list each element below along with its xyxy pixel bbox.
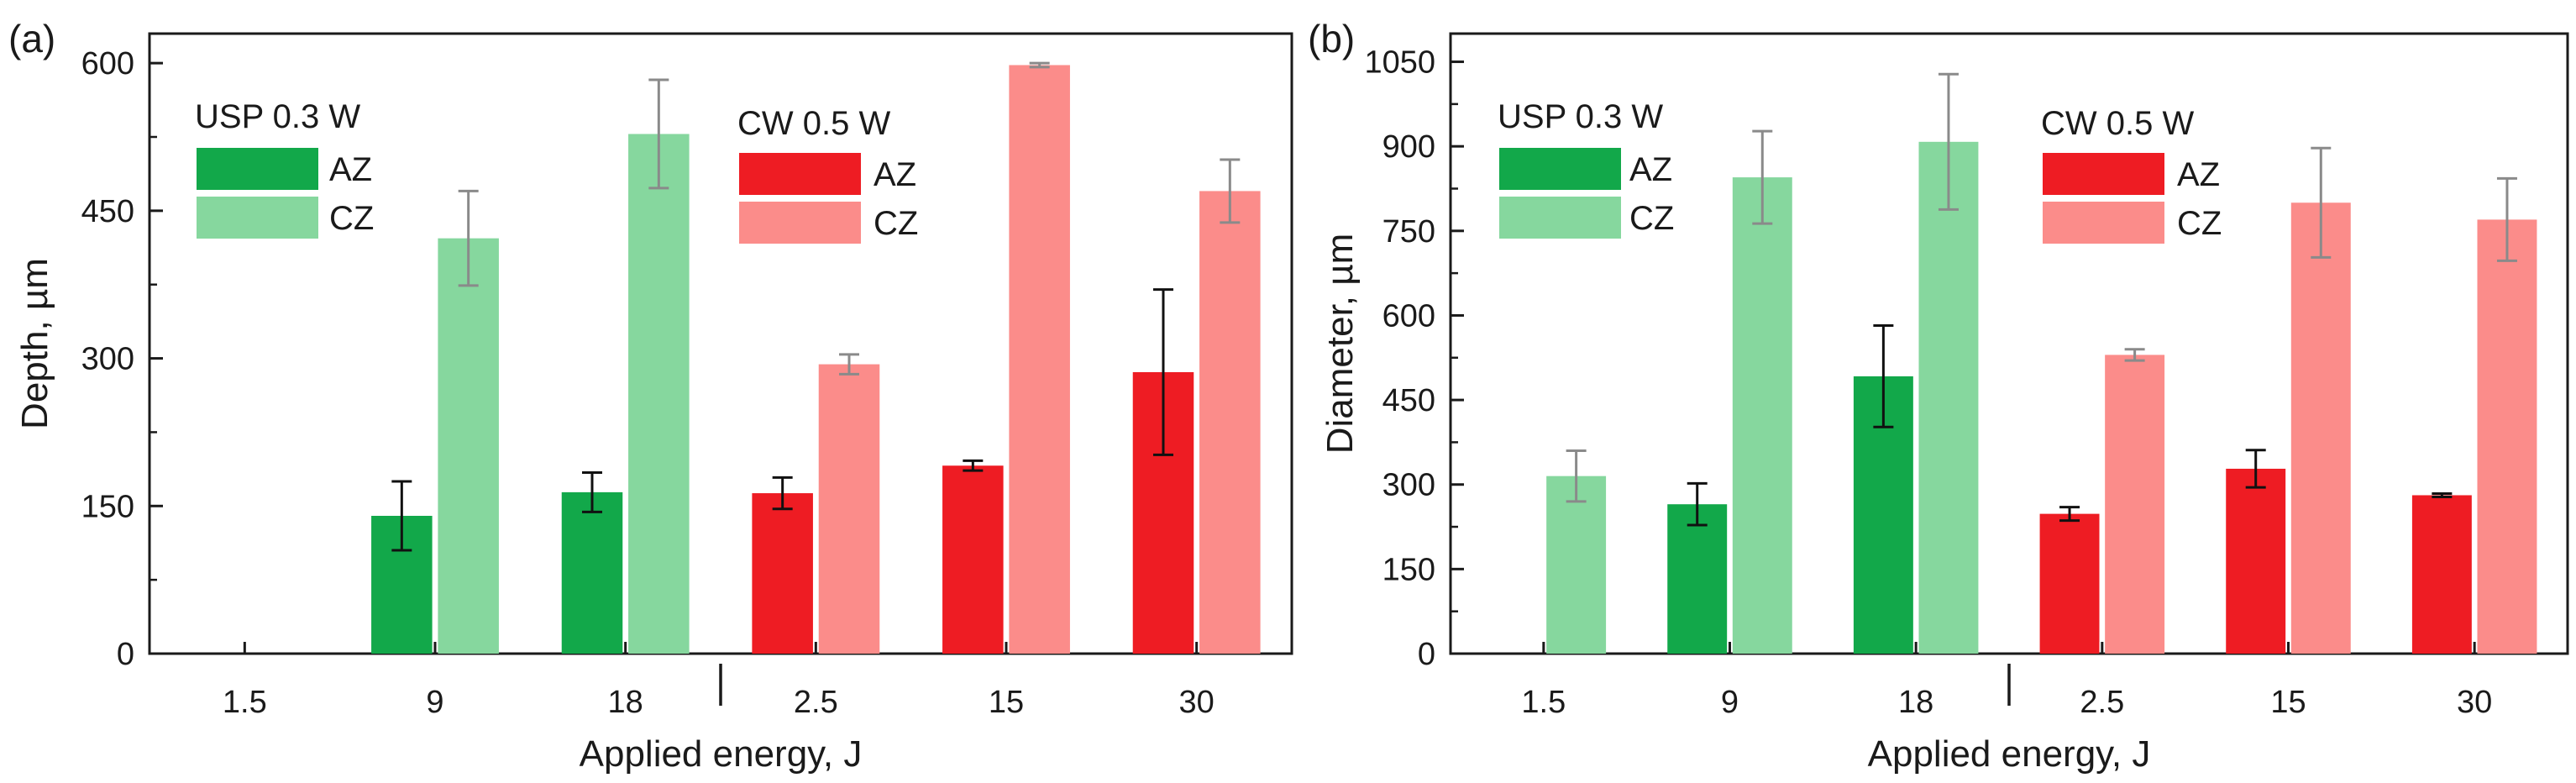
bar-usp-cz-1_5 xyxy=(1546,476,1607,654)
bar-cw-cz-30 xyxy=(1199,191,1261,654)
error-bar-usp-az-9 xyxy=(391,480,412,552)
bar-cw-az-15 xyxy=(2226,468,2286,654)
y-axis-title: Diameter, µm xyxy=(1319,234,1361,455)
plot-frame xyxy=(1449,32,2569,655)
bar-cw-cz-15 xyxy=(1009,65,1070,654)
legend-label-cz: CZ xyxy=(874,205,918,242)
error-bar-usp-cz-9 xyxy=(1752,129,1773,225)
error-bar-cw-cz-2_5 xyxy=(839,353,859,376)
x-axis-title: Applied energy, J xyxy=(1868,733,2151,775)
legend-label-az: AZ xyxy=(1629,151,1672,188)
x-axis-title: Applied energy, J xyxy=(580,733,863,775)
legend-label-cz: CZ xyxy=(2177,205,2222,242)
legend-label-az: AZ xyxy=(2177,156,2220,193)
legend-title: USP 0.3 W xyxy=(1498,98,1663,135)
bar-usp-cz-18 xyxy=(628,134,690,654)
error-bar-cw-az-15 xyxy=(2245,449,2266,489)
x-tick-label: 30 xyxy=(1179,685,1215,720)
error-bar-cw-az-2_5 xyxy=(2059,506,2080,523)
legend-label-cz: CZ xyxy=(1629,200,1674,237)
legend-swatch-cz xyxy=(1499,197,1621,239)
y-tick-label: 750 xyxy=(1382,214,1435,250)
bar-cw-az-15 xyxy=(942,465,1004,654)
bar-cw-az-2_5 xyxy=(752,493,813,654)
legend-label-az: AZ xyxy=(874,156,916,193)
error-bar-usp-az-18 xyxy=(1873,324,1894,428)
error-bar-cw-az-30 xyxy=(2432,491,2453,498)
legend-swatch-cz xyxy=(739,202,861,244)
error-bar-cw-cz-2_5 xyxy=(2124,348,2145,362)
legend-swatch-cz xyxy=(197,197,318,239)
bar-usp-cz-9 xyxy=(1732,177,1792,654)
y-tick-label: 1050 xyxy=(1364,45,1435,81)
bar-cw-cz-2_5 xyxy=(818,364,880,654)
legend-label-az: AZ xyxy=(329,151,372,188)
x-tick-label: 2.5 xyxy=(794,685,838,720)
legend-title: USP 0.3 W xyxy=(195,98,360,135)
x-tick-label: 1.5 xyxy=(223,685,267,720)
legend-swatch-az xyxy=(2043,153,2164,195)
error-bar-cw-cz-30 xyxy=(1220,158,1241,224)
panel-label: (b) xyxy=(1308,17,1355,60)
x-tick-label: 15 xyxy=(989,685,1024,720)
x-tick-label: 15 xyxy=(2270,685,2306,720)
bar-cw-cz-2_5 xyxy=(2105,355,2165,654)
y-tick-label: 0 xyxy=(117,637,134,672)
x-tick-label: 18 xyxy=(608,685,643,720)
error-bar-usp-az-18 xyxy=(582,470,602,513)
legend-label-cz: CZ xyxy=(329,200,374,237)
legend-title: CW 0.5 W xyxy=(2041,105,2194,142)
bar-cw-cz-15 xyxy=(2290,202,2351,654)
plot-frame xyxy=(148,32,1293,655)
chart-panel-b: (b) 0 150 300 450 600 750 900 1050 1.5 9 18 2.5 15 30 A… xyxy=(1308,17,2569,775)
y-tick-label: 450 xyxy=(81,194,134,229)
error-bar-usp-cz-9 xyxy=(458,189,479,287)
legend-title: CW 0.5 W xyxy=(737,105,890,142)
error-bar-usp-cz-18 xyxy=(1938,72,1959,211)
bar-usp-az-9 xyxy=(1667,504,1728,654)
legend-swatch-az xyxy=(1499,148,1621,190)
error-bar-cw-az-15 xyxy=(963,459,984,472)
bar-usp-cz-9 xyxy=(438,238,499,654)
bar-cw-az-30 xyxy=(2411,495,2472,654)
legend-swatch-az xyxy=(739,153,861,195)
error-bar-usp-az-9 xyxy=(1687,481,1708,527)
x-tick-label: 30 xyxy=(2457,685,2492,720)
y-tick-label: 600 xyxy=(81,46,134,81)
error-bar-cw-cz-15 xyxy=(2311,146,2332,259)
legend-cw: CW 0.5 W AZ CZ xyxy=(2041,105,2222,244)
y-tick-label: 450 xyxy=(1382,383,1435,418)
x-tick-label: 18 xyxy=(1898,685,1933,720)
legend-swatch-cz xyxy=(2043,202,2164,244)
bar-usp-cz-18 xyxy=(1918,141,1979,654)
error-bar-cw-cz-30 xyxy=(2496,176,2517,262)
bar-cw-cz-30 xyxy=(2477,219,2537,654)
y-tick-label: 300 xyxy=(1382,468,1435,503)
legend-usp: USP 0.3 W AZ CZ xyxy=(195,98,374,239)
error-bar-cw-cz-15 xyxy=(1029,61,1050,69)
error-bar-usp-cz-18 xyxy=(648,78,669,190)
x-tick-label: 9 xyxy=(426,685,443,720)
y-tick-label: 900 xyxy=(1382,129,1435,165)
error-bar-usp-cz-1_5 xyxy=(1566,449,1587,503)
legend-swatch-az xyxy=(197,148,318,190)
y-tick-label: 150 xyxy=(1382,552,1435,587)
x-tick-label: 9 xyxy=(1721,685,1739,720)
chart-panel-a: (a) 0 150 300 450 600 1.5 9 18 2.5 15 30 Applied ene… xyxy=(8,17,1293,775)
legend-cw: CW 0.5 W AZ CZ xyxy=(737,105,918,244)
x-tick-label: 2.5 xyxy=(2080,685,2124,720)
error-bar-cw-az-30 xyxy=(1153,288,1173,456)
y-axis-title: Depth, µm xyxy=(14,258,55,429)
x-tick-label: 1.5 xyxy=(1521,685,1566,720)
panel-label: (a) xyxy=(8,17,55,60)
legend-usp: USP 0.3 W AZ CZ xyxy=(1498,98,1674,239)
bar-cw-az-2_5 xyxy=(2039,513,2100,654)
bar-usp-az-18 xyxy=(561,491,623,654)
y-tick-label: 0 xyxy=(1418,637,1435,672)
y-tick-label: 300 xyxy=(81,342,134,377)
y-tick-label: 600 xyxy=(1382,298,1435,334)
y-tick-label: 150 xyxy=(81,489,134,524)
error-bar-cw-az-2_5 xyxy=(772,476,793,511)
